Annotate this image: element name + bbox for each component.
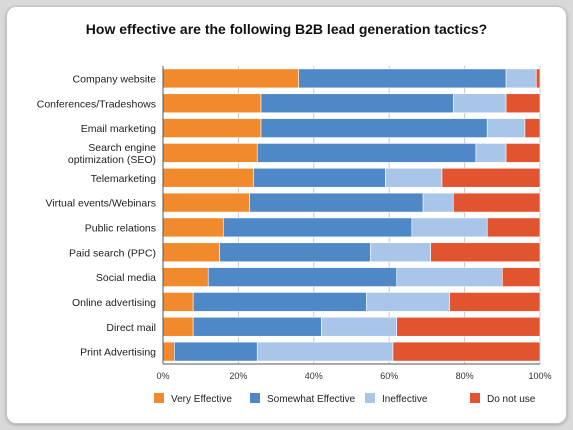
bar-segment bbox=[535, 68, 541, 89]
bar-segment bbox=[162, 292, 194, 312]
bar-segment bbox=[223, 217, 413, 238]
legend-swatch bbox=[365, 393, 375, 403]
legend-swatch bbox=[154, 393, 164, 403]
bar-segment bbox=[207, 267, 398, 287]
bar-segment bbox=[162, 242, 220, 263]
x-tick-label: 100% bbox=[528, 371, 551, 381]
x-tick-label: 20% bbox=[229, 371, 247, 381]
bar-segment bbox=[422, 192, 454, 213]
bar-segment bbox=[411, 217, 488, 238]
bar-segment bbox=[162, 192, 251, 213]
bar-segment bbox=[321, 316, 398, 337]
category-label: Print Advertising bbox=[80, 347, 156, 359]
bar-segment bbox=[396, 316, 541, 337]
bar-segment bbox=[524, 118, 541, 138]
bar-segment bbox=[162, 143, 258, 163]
category-label: Virtual events/Webinars bbox=[45, 198, 156, 210]
bar-segment bbox=[486, 217, 541, 238]
category-label: Social media bbox=[96, 272, 156, 284]
category-label: Search engine optimization (SEO) bbox=[68, 142, 156, 166]
bar-segment bbox=[392, 341, 541, 362]
category-label: Conferences/Tradeshows bbox=[37, 98, 156, 110]
legend-label: Ineffective bbox=[382, 394, 428, 405]
category-label: Paid search (PPC) bbox=[69, 247, 156, 259]
category-label: Email marketing bbox=[81, 123, 156, 135]
bar-segment bbox=[449, 292, 541, 312]
bar-segment bbox=[253, 167, 386, 188]
category-label: Public relations bbox=[85, 222, 156, 234]
bar-segment bbox=[162, 217, 224, 238]
bar-segment bbox=[501, 267, 541, 287]
x-tick-label: 80% bbox=[456, 371, 474, 381]
legend-label: Do not use bbox=[487, 394, 536, 405]
bar-segment bbox=[452, 93, 507, 114]
bar-segment bbox=[256, 143, 477, 163]
bar-segment bbox=[256, 341, 394, 362]
bar-segment bbox=[505, 93, 541, 114]
category-label: Direct mail bbox=[106, 322, 156, 334]
bar-segment bbox=[441, 167, 541, 188]
bar-segment bbox=[162, 68, 300, 89]
bar-segment bbox=[505, 68, 537, 89]
bar-segment bbox=[385, 167, 443, 188]
bar-segment bbox=[396, 267, 503, 287]
bar-segment bbox=[260, 93, 454, 114]
bar-segment bbox=[505, 143, 541, 163]
x-tick-label: 0% bbox=[156, 371, 169, 381]
bar-segment bbox=[370, 242, 431, 263]
bar-segment bbox=[298, 68, 507, 89]
category-label: Telemarketing bbox=[91, 173, 157, 185]
category-label: Online advertising bbox=[72, 297, 156, 309]
bar-segment bbox=[249, 192, 424, 213]
legend-swatch bbox=[250, 393, 260, 403]
x-tick-label: 60% bbox=[380, 371, 398, 381]
bar-segment bbox=[162, 93, 262, 114]
legend-swatch bbox=[470, 393, 480, 403]
bar-segment bbox=[192, 292, 367, 312]
bar-segment bbox=[430, 242, 541, 263]
x-tick-label: 40% bbox=[305, 371, 323, 381]
bar-segment bbox=[174, 341, 258, 362]
bar-segment bbox=[162, 167, 254, 188]
legend-label: Very Effective bbox=[171, 394, 232, 405]
bar-segment bbox=[366, 292, 450, 312]
bar-segment bbox=[219, 242, 371, 263]
bar-segment bbox=[452, 192, 541, 213]
legend-label: Somewhat Effective bbox=[267, 394, 356, 405]
bar-segment bbox=[162, 341, 175, 362]
bar-segment bbox=[475, 143, 507, 163]
category-label: Company website bbox=[73, 73, 157, 85]
bar-segment bbox=[162, 118, 262, 138]
bar-segment bbox=[486, 118, 526, 138]
bar-segment bbox=[192, 316, 322, 337]
bar-segment bbox=[162, 267, 209, 287]
bar-segment bbox=[162, 316, 194, 337]
bar-segment bbox=[260, 118, 488, 138]
chart-title: How effective are the following B2B lead… bbox=[85, 21, 488, 37]
